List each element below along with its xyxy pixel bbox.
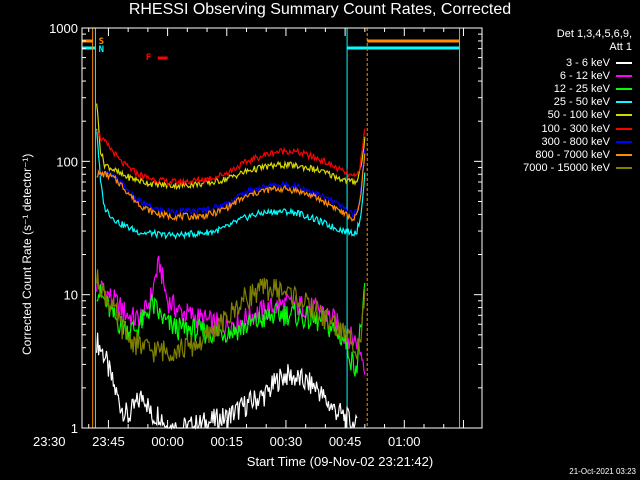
legend-label: 25 - 50 keV <box>553 96 610 109</box>
series-line <box>96 153 366 222</box>
flag-label: S <box>99 37 104 47</box>
series-line <box>96 148 366 219</box>
legend-heading: Det 1,3,4,5,6,9, Att 1 <box>557 28 632 54</box>
legend-swatch <box>616 87 632 90</box>
series-line <box>96 128 366 187</box>
series-line <box>96 332 358 431</box>
y-tick-label: 1 <box>71 421 78 436</box>
legend-label: 7000 - 15000 keV <box>523 162 610 175</box>
generation-timestamp: 21-Oct-2021 03:23 <box>569 467 636 476</box>
x-tick-label: 23:45 <box>92 434 125 449</box>
series-line <box>96 269 366 363</box>
legend-item: 50 - 100 keV <box>472 109 632 122</box>
plot-frame <box>81 27 483 429</box>
x-tick-label: 23:30 <box>33 434 66 449</box>
x-tick-label: 00:30 <box>270 434 303 449</box>
legend-swatch <box>616 167 632 170</box>
legend-swatch <box>616 140 632 143</box>
chart-title: RHESSI Observing Summary Count Rates, Co… <box>128 1 512 18</box>
legend-label: 300 - 800 keV <box>541 135 611 148</box>
legend-swatch <box>616 101 632 104</box>
legend-item: 7000 - 15000 keV <box>472 162 632 175</box>
legend-item: 25 - 50 keV <box>472 96 632 109</box>
legend-label: 100 - 300 keV <box>541 122 611 135</box>
legend-swatch <box>616 153 632 156</box>
legend-label: 800 - 7000 keV <box>535 148 610 161</box>
legend-item: 800 - 7000 keV <box>472 148 632 161</box>
legend-item: 12 - 25 keV <box>472 82 632 95</box>
legend-swatch <box>616 61 632 64</box>
legend-label: 50 - 100 keV <box>547 109 610 122</box>
legend-item: 300 - 800 keV <box>472 135 632 148</box>
legend-label: 12 - 25 keV <box>553 82 610 95</box>
legend-heading-line: Det 1,3,4,5,6,9, <box>556 28 632 40</box>
legend-item: 100 - 300 keV <box>472 122 632 135</box>
y-tick-label: 100 <box>56 154 78 169</box>
legend-item: 3 - 6 keV <box>472 56 632 69</box>
legend-swatch <box>616 114 632 117</box>
x-tick-label: 00:00 <box>151 434 184 449</box>
legend-swatch <box>616 127 632 130</box>
x-tick-label: 00:45 <box>329 434 362 449</box>
legend: 3 - 6 keV 6 - 12 keV 12 - 25 keV 25 - 50 ke… <box>472 56 632 175</box>
flag-label: F <box>146 53 151 63</box>
legend-label: 3 - 6 keV <box>565 56 610 69</box>
x-tick-label: 00:15 <box>210 434 243 449</box>
flag-label: N <box>99 45 104 55</box>
series-line <box>96 282 366 377</box>
y-tick-label: 10 <box>64 288 78 303</box>
x-tick-label: 01:00 <box>388 434 421 449</box>
series-line <box>96 103 366 191</box>
legend-swatch <box>616 74 632 77</box>
x-axis-label: Start Time (09-Nov-02 23:21:42) <box>246 454 434 469</box>
legend-item: 6 - 12 keV <box>472 69 632 82</box>
y-axis-label: Corrected Count Rate (s⁻¹ detector⁻¹) <box>20 153 34 355</box>
legend-label: 6 - 12 keV <box>559 69 610 82</box>
legend-heading-line: Att 1 <box>609 41 632 53</box>
series-line <box>96 128 366 241</box>
y-tick-label: 1000 <box>49 21 78 36</box>
